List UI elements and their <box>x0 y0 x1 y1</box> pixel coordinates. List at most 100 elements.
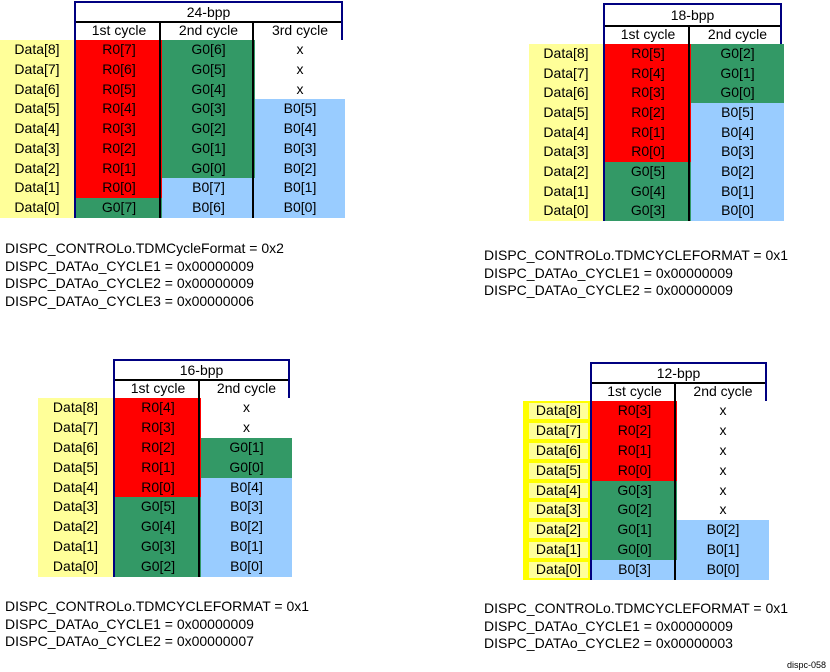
row-label: Data[4] <box>0 119 74 139</box>
bit-cell: G0[1] <box>201 437 292 459</box>
column-header: 2nd cycle <box>707 26 768 42</box>
bit-cell: R0[3] <box>76 119 162 140</box>
column-header: 3rd cycle <box>271 22 329 38</box>
register-setting: DISPC_DATAo_CYCLE1 = 0x00000009 <box>5 615 254 632</box>
bit-cell: B0[2] <box>255 158 345 179</box>
bit-cell: R0[1] <box>605 122 691 143</box>
bit-cell: B0[1] <box>201 537 292 558</box>
table-title: 18-bpp <box>605 5 780 27</box>
row-label: Data[6] <box>529 83 603 103</box>
bit-cell: x <box>201 417 292 439</box>
bit-cell: B0[5] <box>255 99 345 120</box>
register-setting: DISPC_DATAo_CYCLE2 = 0x00000009 <box>5 275 254 291</box>
bit-cell: x <box>255 79 345 100</box>
bit-cell: x <box>677 401 769 422</box>
bit-cell: B0[3] <box>255 138 345 160</box>
column-header: 1st cycle <box>91 22 147 38</box>
row-label: Data[6] <box>38 437 113 458</box>
register-setting: DISPC_CONTROLo.TDMCYCLEFORMAT = 0x1 <box>484 600 789 616</box>
bit-cell: G0[2] <box>162 119 255 140</box>
bit-cell: R0[1] <box>115 457 201 479</box>
column-divider <box>159 21 161 218</box>
bit-cell: G0[5] <box>162 59 255 81</box>
bit-cell: R0[0] <box>76 178 162 199</box>
bit-cell: R0[4] <box>605 63 691 84</box>
table-title: 24-bpp <box>76 3 341 23</box>
row-label: Data[0] <box>38 557 113 577</box>
bit-cell: R0[2] <box>592 420 677 442</box>
register-setting: DISPC_DATAo_CYCLE1 = 0x00000009 <box>484 617 733 634</box>
register-setting: DISPC_CONTROLo.TDMCYCLEFORMAT = 0x1 <box>5 598 310 614</box>
bit-cell: B0[1] <box>255 178 345 199</box>
row-label: Data[8] <box>0 40 74 60</box>
bit-cell: x <box>677 460 769 482</box>
row-label: Data[5] <box>38 457 113 478</box>
bit-cell: G0[0] <box>162 158 255 179</box>
register-setting: DISPC_CONTROLo.TDMCYCLEFORMAT = 0x1 <box>484 247 789 263</box>
column-header: 1st cycle <box>620 26 676 42</box>
row-label: Data[5] <box>0 99 74 120</box>
bit-cell: G0[5] <box>605 162 691 183</box>
bit-cell: B0[5] <box>691 103 784 124</box>
bit-cell: G0[2] <box>592 500 677 521</box>
bit-cell: R0[3] <box>592 401 677 422</box>
bit-cell: x <box>677 480 769 501</box>
column-header: 1st cycle <box>130 380 186 396</box>
bit-cell: B0[0] <box>201 557 292 578</box>
row-label: Data[3] <box>529 142 603 162</box>
row-label: Data[2] <box>529 162 603 182</box>
bit-cell: B0[4] <box>691 122 784 143</box>
row-label: Data[8] <box>529 44 603 64</box>
bit-cell: R0[3] <box>115 417 201 439</box>
row-label: Data[4] <box>38 477 113 498</box>
table-grid: 16-bpp 1st cycle R0[4] R0[3] R0[2] R0[1] R0[0]… <box>113 359 292 578</box>
bit-cell: G0[0] <box>201 457 292 479</box>
bit-cell: G0[5] <box>115 497 201 518</box>
table-grid: 18-bpp 1st cycle R0[5] R0[4] R0[3] R0[2] R0[1]… <box>603 3 784 222</box>
bit-cell: x <box>677 440 769 462</box>
row-label: Data[4] <box>523 480 590 501</box>
bit-cell: B0[1] <box>677 540 769 561</box>
register-setting: DISPC_DATAo_CYCLE2 = 0x00000003 <box>484 635 733 651</box>
row-label: Data[2] <box>0 158 74 179</box>
row-label: Data[1] <box>529 181 603 202</box>
bit-cell: R0[1] <box>592 440 677 462</box>
bit-cell: G0[3] <box>115 537 201 558</box>
table-grid: 12-bpp 1st cycle R0[3] R0[2] R0[1] R0[0] G0[3]… <box>590 362 769 581</box>
bit-cell: G0[3] <box>605 201 691 222</box>
bit-cell: x <box>677 500 769 521</box>
table-grid: 24-bpp 1st cycle R0[7] R0[6] R0[5] R0[4] R0[3]… <box>74 1 345 219</box>
row-label: Data[7] <box>38 417 113 438</box>
row-label: Data[2] <box>523 520 590 541</box>
row-label: Data[6] <box>523 440 590 461</box>
bit-cell: R0[5] <box>76 79 162 100</box>
register-setting: DISPC_DATAo_CYCLE2 = 0x00000007 <box>5 633 254 649</box>
row-label: Data[3] <box>0 138 74 159</box>
row-label: Data[0] <box>0 198 74 218</box>
bit-cell: B0[1] <box>691 181 784 202</box>
bit-cell: B0[3] <box>691 142 784 163</box>
column-header: 2nd cycle <box>178 22 239 38</box>
bit-cell: G0[1] <box>592 520 677 541</box>
bit-cell: R0[0] <box>592 460 677 482</box>
bit-cell: G0[6] <box>162 40 255 61</box>
row-label: Data[1] <box>0 178 74 199</box>
bit-cell: x <box>677 420 769 442</box>
bit-cell: G0[2] <box>115 557 201 578</box>
row-label: Data[7] <box>0 59 74 80</box>
table-title: 16-bpp <box>115 361 288 381</box>
bit-cell: B0[2] <box>201 517 292 538</box>
bit-cell: R0[7] <box>76 40 162 61</box>
column-header: 2nd cycle <box>216 380 277 396</box>
column-header: 2nd cycle <box>693 383 753 399</box>
row-label: Data[3] <box>38 497 113 518</box>
bit-cell: G0[3] <box>162 99 255 120</box>
bit-cell: B0[2] <box>677 520 769 541</box>
column-divider <box>674 382 676 580</box>
bit-cell: R0[3] <box>605 83 691 104</box>
row-label: Data[8] <box>523 401 590 421</box>
column-divider <box>688 25 690 221</box>
bit-cell: x <box>201 398 292 419</box>
bit-cell: G0[4] <box>605 181 691 202</box>
table-title: 12-bpp <box>592 364 765 384</box>
